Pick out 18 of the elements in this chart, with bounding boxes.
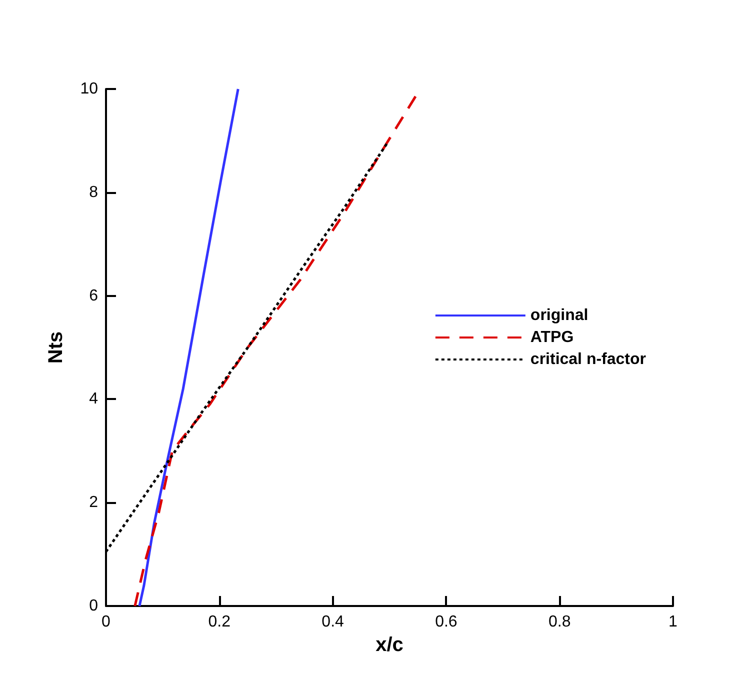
y-tick-label: 2	[89, 494, 98, 512]
y-tick-label: 6	[89, 287, 98, 304]
x-tick-label: 0.8	[548, 614, 571, 630]
y-tick-label: 0	[89, 598, 98, 614]
x-tick-label: 1	[668, 614, 678, 630]
y-tick-label: 4	[89, 390, 98, 408]
text: critical n-factor	[530, 351, 646, 368]
y-tick-label: 10	[80, 80, 98, 98]
text: original	[530, 307, 588, 324]
x-tick-label: 0.2	[208, 614, 231, 630]
x-tick-label: 0	[102, 614, 111, 630]
text: ATPG	[530, 329, 574, 346]
y-axis-title: Nts	[45, 331, 67, 364]
x-tick-label: 0.6	[435, 614, 458, 630]
x-tick-label: 0.4	[322, 614, 344, 630]
x-axis-title: x/c	[376, 634, 404, 656]
line-series	[138, 88, 240, 608]
y-tick-label: 8	[89, 184, 98, 201]
